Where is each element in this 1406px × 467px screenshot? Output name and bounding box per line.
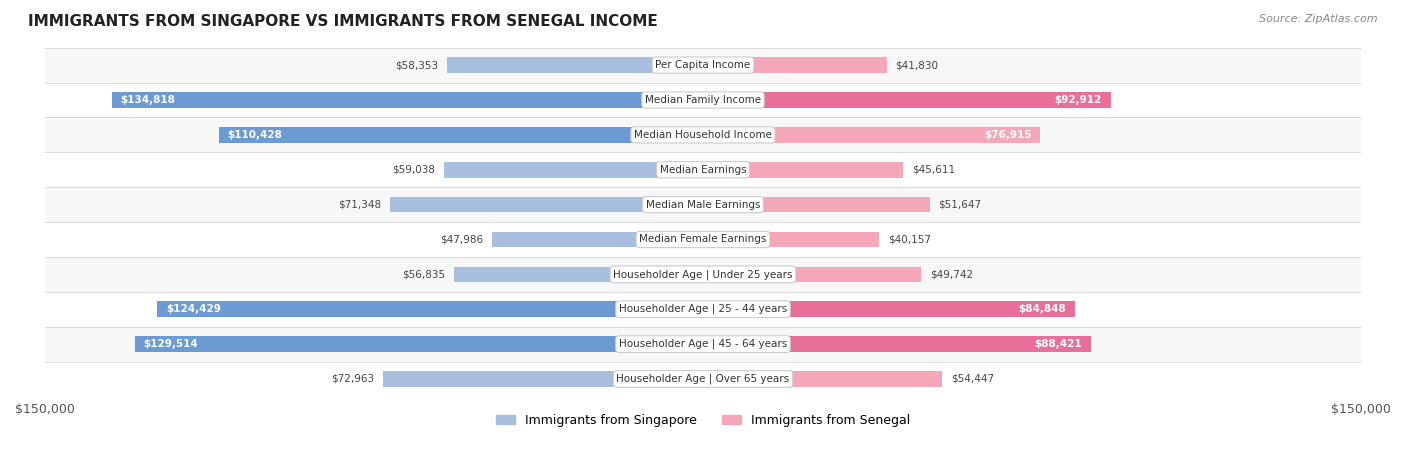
Text: $54,447: $54,447 xyxy=(950,374,994,384)
Bar xyxy=(382,371,703,387)
Bar xyxy=(703,197,929,212)
Text: $129,514: $129,514 xyxy=(143,339,198,349)
Text: Householder Age | 25 - 44 years: Householder Age | 25 - 44 years xyxy=(619,304,787,314)
Text: $58,353: $58,353 xyxy=(395,60,439,70)
Bar xyxy=(389,197,703,212)
Text: Source: ZipAtlas.com: Source: ZipAtlas.com xyxy=(1260,14,1378,24)
Bar xyxy=(45,187,1361,222)
Text: $88,421: $88,421 xyxy=(1035,339,1083,349)
Text: $124,429: $124,429 xyxy=(166,304,221,314)
Text: IMMIGRANTS FROM SINGAPORE VS IMMIGRANTS FROM SENEGAL INCOME: IMMIGRANTS FROM SINGAPORE VS IMMIGRANTS … xyxy=(28,14,658,29)
Text: $41,830: $41,830 xyxy=(896,60,938,70)
Text: Median Household Income: Median Household Income xyxy=(634,130,772,140)
Bar xyxy=(444,162,703,177)
Bar xyxy=(703,232,879,248)
Text: $49,742: $49,742 xyxy=(929,269,973,279)
Bar xyxy=(45,361,1361,396)
Text: $47,986: $47,986 xyxy=(440,234,484,245)
Text: Median Male Earnings: Median Male Earnings xyxy=(645,199,761,210)
Text: $71,348: $71,348 xyxy=(337,199,381,210)
Text: $134,818: $134,818 xyxy=(121,95,176,105)
Bar xyxy=(703,301,1076,317)
Text: $110,428: $110,428 xyxy=(228,130,283,140)
Text: $45,611: $45,611 xyxy=(912,165,955,175)
Text: $59,038: $59,038 xyxy=(392,165,436,175)
Bar xyxy=(45,48,1361,83)
Bar xyxy=(45,222,1361,257)
Bar xyxy=(111,92,703,108)
Bar xyxy=(703,336,1091,352)
Text: $84,848: $84,848 xyxy=(1019,304,1067,314)
Text: $72,963: $72,963 xyxy=(330,374,374,384)
Bar xyxy=(703,371,942,387)
Bar xyxy=(703,127,1040,143)
Text: $92,912: $92,912 xyxy=(1054,95,1102,105)
Text: Householder Age | Over 65 years: Householder Age | Over 65 years xyxy=(616,374,790,384)
Text: $51,647: $51,647 xyxy=(938,199,981,210)
Bar xyxy=(447,57,703,73)
Bar xyxy=(454,267,703,282)
Bar xyxy=(45,117,1361,152)
Bar xyxy=(45,257,1361,292)
Bar xyxy=(45,292,1361,327)
Bar xyxy=(703,162,903,177)
Text: Per Capita Income: Per Capita Income xyxy=(655,60,751,70)
Text: Median Female Earnings: Median Female Earnings xyxy=(640,234,766,245)
Bar xyxy=(157,301,703,317)
Bar xyxy=(45,327,1361,361)
Bar xyxy=(218,127,703,143)
Text: Median Family Income: Median Family Income xyxy=(645,95,761,105)
Legend: Immigrants from Singapore, Immigrants from Senegal: Immigrants from Singapore, Immigrants fr… xyxy=(491,409,915,432)
Bar xyxy=(703,57,887,73)
Bar xyxy=(703,267,921,282)
Bar xyxy=(45,152,1361,187)
Text: $56,835: $56,835 xyxy=(402,269,444,279)
Text: Householder Age | Under 25 years: Householder Age | Under 25 years xyxy=(613,269,793,280)
Text: $76,915: $76,915 xyxy=(984,130,1032,140)
Text: $40,157: $40,157 xyxy=(889,234,931,245)
Bar xyxy=(703,92,1111,108)
Bar xyxy=(135,336,703,352)
Text: Householder Age | 45 - 64 years: Householder Age | 45 - 64 years xyxy=(619,339,787,349)
Bar xyxy=(492,232,703,248)
Text: Median Earnings: Median Earnings xyxy=(659,165,747,175)
Bar xyxy=(45,83,1361,117)
